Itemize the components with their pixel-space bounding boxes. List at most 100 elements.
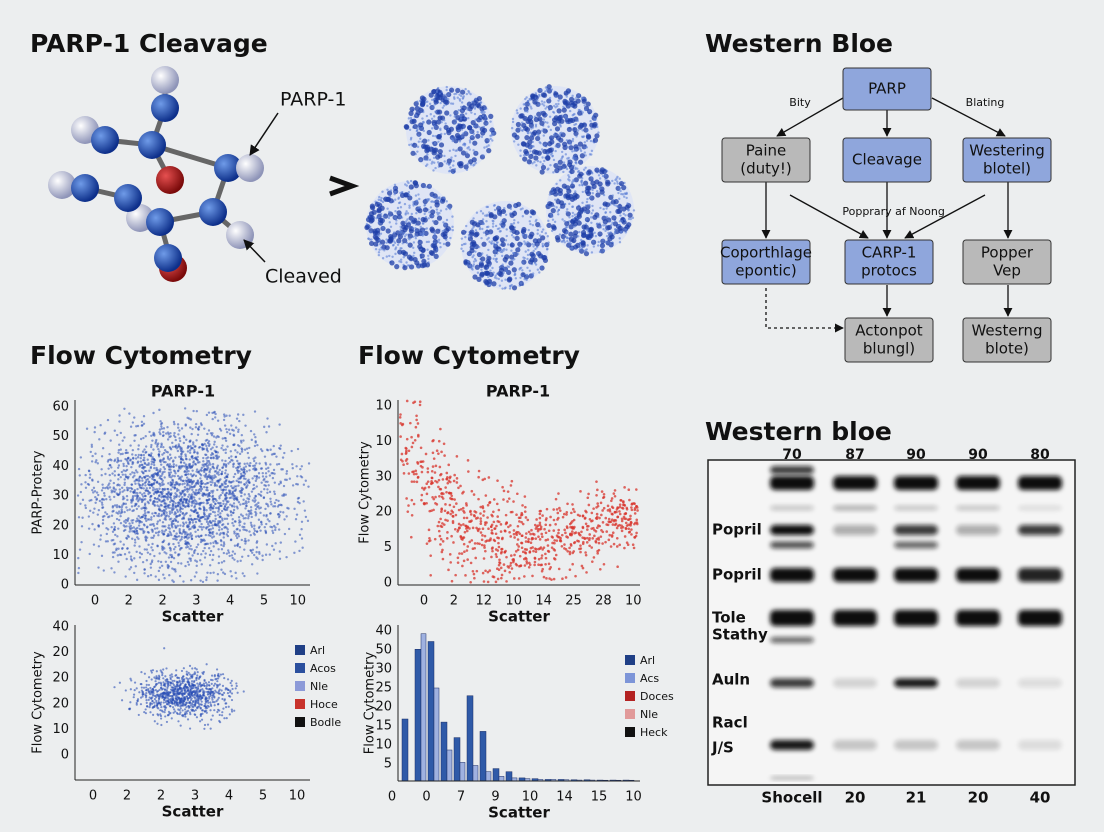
cell-speckle xyxy=(441,106,445,109)
scatter-dot xyxy=(221,491,224,495)
scatter-dot xyxy=(498,561,502,565)
scatter-dot xyxy=(171,474,174,478)
cell-speckle xyxy=(408,184,414,190)
scatter-dot xyxy=(233,530,236,533)
scatter-dot xyxy=(400,423,404,427)
cell-speckle xyxy=(539,88,543,92)
scatter-dot xyxy=(96,480,100,484)
cell-speckle xyxy=(511,223,514,226)
scatter-dot xyxy=(134,482,137,485)
cell-speckle xyxy=(560,157,563,160)
cell-speckle xyxy=(431,89,437,95)
scatter-dot xyxy=(282,494,286,497)
cell-speckle xyxy=(481,114,485,118)
x-tick-label: 0 xyxy=(91,594,99,609)
cell-speckle xyxy=(485,220,488,223)
scatter-dot xyxy=(174,570,177,573)
cell-speckle xyxy=(448,149,452,152)
cell-speckle xyxy=(493,204,496,207)
cell-speckle xyxy=(409,138,413,141)
cell-speckle xyxy=(554,95,557,98)
scatter-dot xyxy=(188,497,192,501)
scatter-dot xyxy=(182,441,186,445)
scatter-dot xyxy=(237,430,240,434)
cell-speckle xyxy=(497,211,500,214)
cell-speckle xyxy=(460,243,464,247)
scatter-dot xyxy=(223,436,227,440)
scatter-dot xyxy=(121,439,124,442)
scatter-dot xyxy=(175,538,178,541)
cell-speckle xyxy=(556,105,559,108)
scatter-dot xyxy=(160,564,164,568)
cell-speckle xyxy=(623,218,627,221)
scatter-dot xyxy=(199,559,202,562)
scatter-dot xyxy=(168,510,172,513)
scatter-dot xyxy=(193,526,197,529)
cell-speckle xyxy=(483,107,486,110)
scatter-dot xyxy=(184,521,188,524)
cell-speckle xyxy=(489,129,492,132)
scatter-dot xyxy=(171,505,175,508)
cell-speckle xyxy=(495,260,499,264)
cell-speckle xyxy=(504,239,508,242)
cell-speckle xyxy=(473,107,477,110)
node-label: PARP xyxy=(868,80,906,98)
scatter-dot xyxy=(635,531,638,535)
cell-speckle xyxy=(439,128,442,132)
cell-speckle xyxy=(545,113,548,117)
cell-speckle xyxy=(472,132,475,136)
scatter-dot xyxy=(203,556,207,559)
cell-speckle xyxy=(572,117,576,120)
cell-speckle xyxy=(446,205,449,208)
scatter-dot xyxy=(200,553,203,556)
cell-speckle xyxy=(396,210,402,216)
scatter-dot xyxy=(199,579,202,582)
cell-speckle xyxy=(525,96,528,99)
scatter-dot xyxy=(258,462,261,465)
scatter-dot xyxy=(198,503,201,507)
cell-speckle xyxy=(588,203,591,207)
scatter-dot xyxy=(274,528,277,532)
cell-speckle xyxy=(547,219,550,223)
scatter-dot xyxy=(168,503,171,507)
scatter-dot xyxy=(136,491,139,495)
scatter-dot xyxy=(172,542,175,546)
cell-speckle xyxy=(467,89,470,93)
cell-speckle xyxy=(460,229,467,235)
cell-speckle xyxy=(380,239,386,245)
cell-speckle xyxy=(585,139,589,142)
scatter-dot xyxy=(163,470,166,474)
cell-speckle xyxy=(447,93,450,96)
cell-speckle xyxy=(539,120,545,126)
scatter-dot xyxy=(193,517,197,521)
scatter-dot xyxy=(512,577,516,580)
cell-speckle xyxy=(531,126,535,129)
scatter-dot xyxy=(109,479,112,482)
scatter-dot xyxy=(98,499,102,503)
cell-speckle xyxy=(397,249,403,255)
scatter-dot xyxy=(138,556,142,559)
scatter-dot xyxy=(219,532,222,535)
scatter-dot xyxy=(130,559,134,562)
scatter-dot xyxy=(88,469,91,473)
cell-speckle xyxy=(463,144,467,147)
cell-speckle xyxy=(564,221,570,227)
cell-speckle xyxy=(511,117,515,121)
scatter-dot xyxy=(231,556,234,560)
cell-speckle xyxy=(412,246,415,249)
scatter-dot xyxy=(158,428,162,431)
cell-speckle xyxy=(621,185,627,191)
scatter-dot xyxy=(201,492,204,495)
scatter-dot xyxy=(241,572,244,575)
scatter-dot xyxy=(231,518,234,521)
cell-speckle xyxy=(385,241,388,244)
cell-speckle xyxy=(489,137,492,141)
scatter-dot xyxy=(279,447,282,451)
scatter-dot xyxy=(136,495,139,498)
scatter-dot xyxy=(189,426,192,429)
scatter-dot xyxy=(222,571,225,574)
scatter-dot xyxy=(199,468,203,471)
scatter-dot xyxy=(242,466,246,470)
cell-speckle xyxy=(451,228,455,232)
cell-speckle xyxy=(531,162,534,165)
